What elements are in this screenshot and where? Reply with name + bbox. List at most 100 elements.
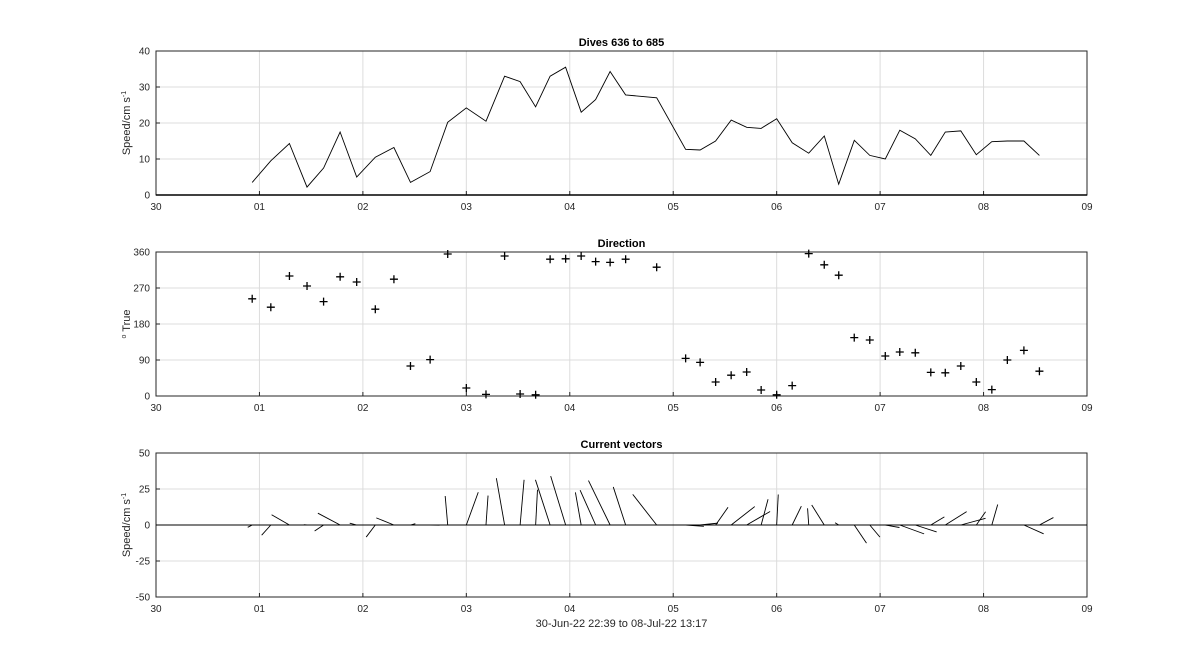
direction-point: [804, 249, 813, 258]
direction-ytick-label: 90: [139, 356, 151, 367]
direction-point: [462, 384, 471, 392]
vectors-vector: [519, 479, 525, 526]
direction-xtick-label: 01: [254, 403, 266, 414]
direction-xtick-label: 04: [564, 403, 576, 414]
vectors-xtick-label: 02: [357, 604, 369, 615]
vectors-vector: [945, 511, 967, 526]
direction-xtick-label: 02: [357, 403, 369, 414]
vectors-vector: [247, 524, 253, 528]
vectors-vector: [535, 479, 551, 526]
speed-xtick-label: 06: [771, 202, 783, 213]
speed-ytick-label: 40: [139, 47, 151, 58]
vectors-vector: [915, 524, 937, 533]
vectors-ytick-label: 25: [139, 485, 151, 496]
direction-point: [972, 378, 981, 386]
direction-ytick-label: 180: [133, 320, 150, 331]
direction-point: [834, 271, 843, 280]
vectors-title: Current vectors: [581, 439, 663, 451]
vectors-vector: [807, 508, 810, 526]
direction-point: [681, 354, 690, 363]
vectors-vector: [715, 507, 729, 526]
vectors-ylabel-main: Speed/cm s: [121, 499, 133, 558]
vectors-vector: [588, 480, 611, 526]
vectors-vector: [975, 511, 986, 526]
direction-point: [652, 263, 661, 272]
vectors-ylabel: Speed/cm s-1: [121, 493, 133, 557]
direction-point: [711, 378, 720, 386]
vectors-vector: [746, 511, 771, 526]
vectors-ytick-label: -25: [136, 557, 151, 568]
direction-point: [481, 390, 490, 399]
vectors-vector: [700, 522, 719, 526]
direction-point: [881, 352, 890, 360]
direction-point: [531, 390, 540, 399]
direction-point: [406, 362, 415, 370]
speed-panel: 30 01 02 03 04 05 06 07 08 09 0 10 20 30 40 Dives 636 t…: [121, 37, 1093, 213]
direction-point: [850, 333, 859, 342]
direction-xtick-label: 03: [461, 403, 473, 414]
direction-point: [911, 348, 920, 357]
speed-series-line: [251, 66, 1040, 188]
vectors-vector: [579, 489, 597, 526]
direction-xtick-label: 08: [978, 403, 990, 414]
direction-xtick-label: 09: [1081, 403, 1093, 414]
vectors-xtick-label: 06: [771, 604, 783, 615]
vectors-vector: [410, 523, 416, 526]
vectors-ytick-label: 0: [144, 521, 150, 532]
direction-ytick-label: 270: [133, 284, 150, 295]
direction-point: [696, 358, 705, 367]
vectors-ylabel-sup: -1: [121, 493, 128, 499]
direction-point: [352, 278, 361, 286]
vectors-vector: [834, 522, 839, 526]
direction-point: [336, 272, 345, 281]
direction-point: [621, 255, 630, 264]
vectors-vector: [853, 524, 867, 544]
direction-point: [577, 252, 586, 260]
vectors-vector: [535, 489, 538, 526]
direction-point: [516, 390, 525, 398]
direction-point: [443, 250, 452, 258]
direction-point: [371, 305, 380, 314]
direction-ylabel-main: True: [121, 310, 133, 335]
direction-point: [926, 368, 935, 377]
vectors-vector: [885, 524, 900, 528]
direction-point: [285, 272, 294, 280]
vectors-vector: [612, 486, 627, 526]
vectors-vector: [991, 504, 999, 526]
speed-xtick-label: 07: [875, 202, 887, 213]
vectors-xtick-label: 30: [150, 604, 162, 615]
vectors-vector: [349, 522, 357, 526]
direction-xtick-label: 30: [150, 403, 162, 414]
vectors-vector: [271, 514, 290, 526]
vectors-vector: [632, 494, 658, 526]
direction-point: [500, 252, 509, 260]
vectors-vector: [776, 494, 779, 526]
direction-point: [727, 371, 736, 380]
vectors-vector: [574, 492, 582, 526]
direction-xtick-label: 06: [771, 403, 783, 414]
vectors-ytick-label: 50: [139, 449, 151, 460]
direction-xtick-label: 07: [875, 403, 887, 414]
vectors-vector: [930, 516, 945, 526]
direction-point: [865, 336, 874, 344]
direction-xtick-label: 05: [668, 403, 680, 414]
direction-point: [303, 282, 312, 290]
direction-point: [248, 294, 257, 303]
direction-panel: 30 01 02 03 04 05 06 07 08 09 0 90 180 270 360 Directio…: [121, 238, 1093, 414]
vectors-vector: [1039, 517, 1054, 526]
speed-ytick-label: 10: [139, 155, 151, 166]
vectors-panel: 30 01 02 03 04 05 06 07 08 09 -50 -25 0 25 50 Current v…: [121, 439, 1093, 630]
speed-title: Dives 636 to 685: [579, 37, 665, 49]
direction-point: [757, 386, 766, 394]
vectors-vector: [444, 495, 449, 526]
direction-point: [987, 385, 996, 394]
speed-xtick-label: 03: [461, 202, 473, 213]
speed-xtick-label: 04: [564, 202, 576, 213]
speed-xtick-label: 09: [1081, 202, 1093, 213]
direction-point: [591, 257, 600, 266]
vectors-ytick-label: -50: [136, 593, 151, 604]
direction-point: [389, 275, 398, 284]
direction-point: [956, 362, 965, 370]
vectors-vector: [495, 478, 506, 526]
